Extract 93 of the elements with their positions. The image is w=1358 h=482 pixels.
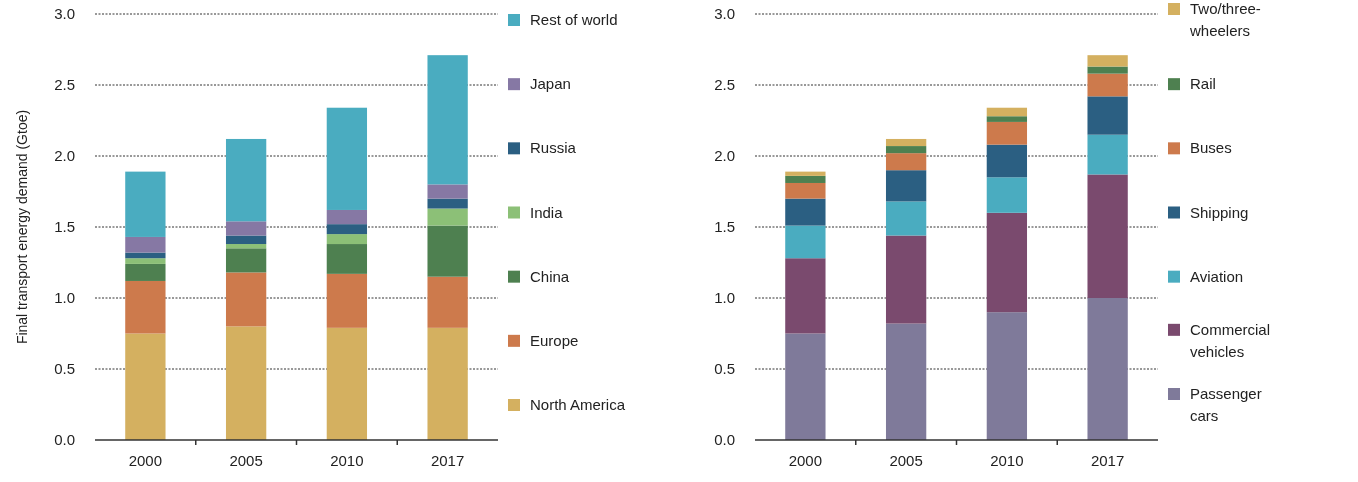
bar xyxy=(986,177,1028,213)
legend-label: Rest of world xyxy=(530,11,618,28)
bar xyxy=(125,333,166,440)
bar xyxy=(885,323,927,440)
bar xyxy=(427,55,468,185)
bar xyxy=(326,224,368,235)
bar xyxy=(125,236,166,253)
legend-label: India xyxy=(530,203,564,221)
bar xyxy=(785,258,826,334)
y-tick-label: 2.5 xyxy=(714,76,735,93)
bar xyxy=(326,327,368,440)
bar xyxy=(785,175,826,183)
legend-label: Russia xyxy=(530,139,577,157)
bar xyxy=(427,276,468,328)
legend-label: Two/three-wheelers xyxy=(1189,0,1261,39)
bar xyxy=(225,326,267,440)
bar xyxy=(427,208,468,226)
y-tick-label: 0.0 xyxy=(714,431,735,448)
bar xyxy=(125,280,166,334)
x-tick-label: 2005 xyxy=(229,452,263,469)
bar xyxy=(986,312,1028,440)
bar xyxy=(326,107,368,210)
bar xyxy=(427,184,468,199)
y-tick-label: 2.5 xyxy=(54,76,75,93)
x-tick-label: 2000 xyxy=(788,452,823,469)
bar xyxy=(785,182,826,199)
y-tick-label: 2.0 xyxy=(54,147,75,164)
bar xyxy=(125,258,166,264)
bar xyxy=(785,333,826,440)
bar xyxy=(427,198,468,209)
x-tick-label: 2000 xyxy=(128,452,163,469)
y-axis-title: Final transport energy demand (Gtoe) xyxy=(14,109,30,345)
bar xyxy=(326,273,368,328)
bar xyxy=(885,138,927,147)
x-tick-label: 2017 xyxy=(430,452,465,469)
bar xyxy=(1087,174,1128,298)
bar xyxy=(986,121,1028,145)
x-tick-label: 2010 xyxy=(990,452,1024,469)
y-tick-label: 3.0 xyxy=(54,5,75,22)
y-tick-label: 1.0 xyxy=(54,289,75,306)
y-tick-label: 0.5 xyxy=(714,360,735,377)
legend-label: Rail xyxy=(1190,75,1216,93)
x-tick-label: 2010 xyxy=(330,452,364,469)
bar xyxy=(326,209,368,225)
legend-label: Passenger cars xyxy=(1190,385,1262,424)
y-tick-label: 3.0 xyxy=(714,5,735,22)
bar xyxy=(885,235,927,324)
bar xyxy=(1087,134,1128,175)
y-tick-label: 1.0 xyxy=(714,289,735,306)
bar xyxy=(225,138,267,222)
bar xyxy=(326,234,368,245)
bar xyxy=(427,327,468,440)
bar xyxy=(986,107,1028,117)
bar xyxy=(986,212,1028,313)
legend-label: Japan xyxy=(530,75,571,93)
legend-label: Commercial vehicles xyxy=(1190,320,1271,360)
bar xyxy=(885,170,927,202)
bar xyxy=(885,146,927,154)
bar xyxy=(986,144,1028,178)
bar xyxy=(1087,55,1128,67)
bar xyxy=(225,221,267,236)
bar xyxy=(326,244,368,274)
bar xyxy=(1087,298,1128,440)
bar xyxy=(885,153,927,171)
bar xyxy=(427,225,468,277)
legend-label: Shipping xyxy=(1190,203,1249,221)
y-tick-label: 1.5 xyxy=(54,218,75,235)
bar xyxy=(125,263,166,281)
bar xyxy=(1087,66,1128,74)
y-tick-label: 2.0 xyxy=(714,147,735,164)
y-tick-label: 0.5 xyxy=(54,360,75,377)
x-tick-label: 2005 xyxy=(889,452,923,469)
bar xyxy=(885,201,927,236)
bar xyxy=(1087,96,1128,135)
bar xyxy=(225,244,267,249)
bar xyxy=(986,116,1028,122)
bar xyxy=(785,198,826,226)
bar xyxy=(225,272,267,327)
bar xyxy=(1087,73,1128,97)
bar xyxy=(125,171,166,237)
legend-label: Europe xyxy=(530,331,579,349)
bar xyxy=(785,225,826,259)
legend-label: China xyxy=(530,267,570,285)
y-tick-label: 0.0 xyxy=(54,431,75,448)
legend-label: Buses xyxy=(1190,139,1232,157)
legend-label: North America xyxy=(530,396,626,413)
bar xyxy=(225,248,267,273)
bar xyxy=(125,252,166,259)
x-tick-label: 2017 xyxy=(1090,452,1125,469)
bar xyxy=(785,171,826,176)
bar xyxy=(225,235,267,245)
legend-label: Aviation xyxy=(1190,267,1244,285)
y-tick-label: 1.5 xyxy=(714,218,735,235)
